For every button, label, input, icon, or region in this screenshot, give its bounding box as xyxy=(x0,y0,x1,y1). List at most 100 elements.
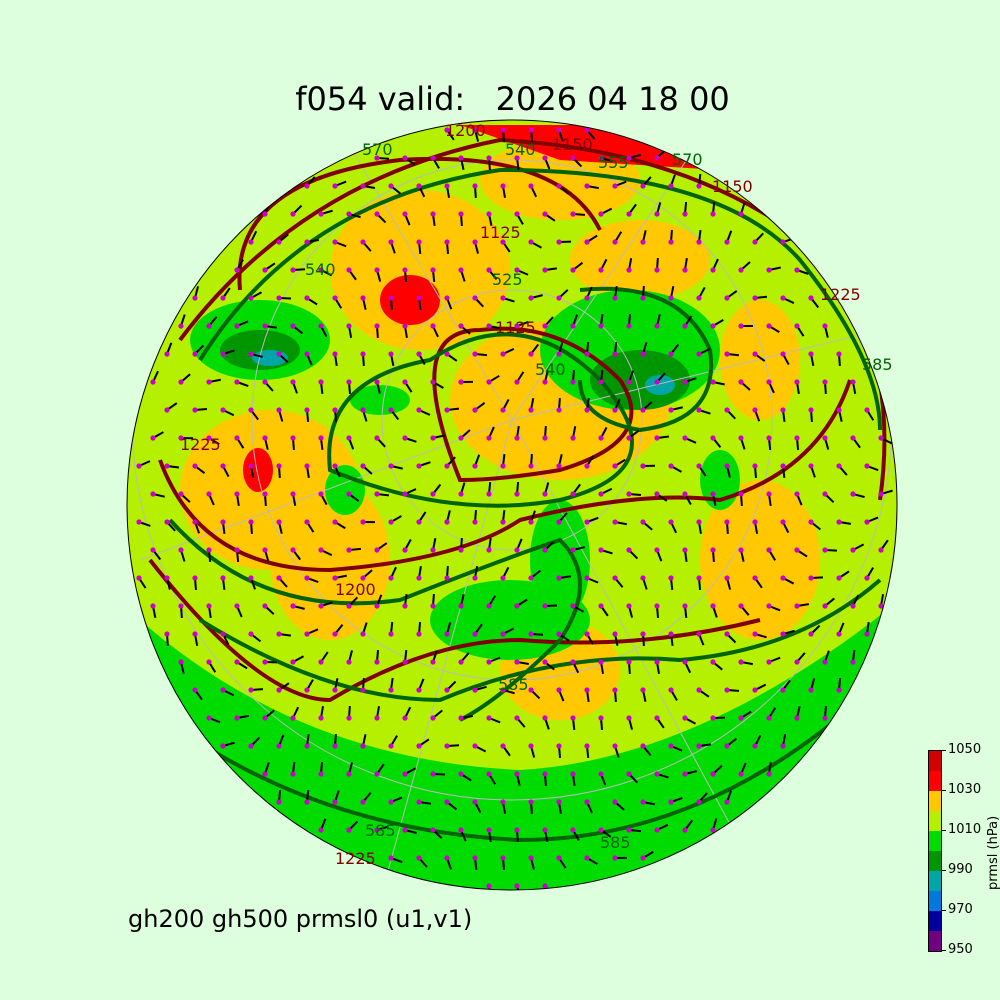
wind-vector-dot xyxy=(430,267,436,273)
wind-vector-dot xyxy=(626,211,632,217)
wind-vector-dot xyxy=(794,603,800,609)
wind-vector-dot xyxy=(640,519,646,525)
wind-vector-dot xyxy=(514,211,520,217)
wind-vector-dot xyxy=(346,659,352,665)
wind-vector-dot xyxy=(710,771,716,777)
wind-vector-dot xyxy=(486,211,492,217)
wind-vector-dot xyxy=(444,239,450,245)
wind-vector-dot xyxy=(542,603,548,609)
wind-vector-dot xyxy=(514,267,520,273)
wind-vector-dot xyxy=(388,855,394,861)
wind-vector-dot xyxy=(402,267,408,273)
wind-vectors xyxy=(136,127,893,890)
wind-vector-dot xyxy=(682,547,688,553)
wind-vector-dot xyxy=(598,659,604,665)
colorbar-tick: 1050 xyxy=(940,742,982,757)
wind-vector-dot xyxy=(150,603,156,609)
wind-vector-dot xyxy=(738,435,744,441)
wind-vector-dot xyxy=(542,827,548,833)
colorbar-bin xyxy=(929,751,941,771)
wind-vector-dot xyxy=(710,827,716,833)
wind-vector-dot xyxy=(388,295,394,301)
wind-vector-dot xyxy=(178,547,184,553)
wind-vector-dot xyxy=(346,379,352,385)
wind-vector-dot xyxy=(654,659,660,665)
wind-vector-dot xyxy=(262,267,268,273)
wind-vector-dot xyxy=(318,211,324,217)
wind-vector-dot xyxy=(248,631,254,637)
wind-vector-dot xyxy=(318,323,324,329)
wind-vector-dot xyxy=(738,547,744,553)
wind-vector-dot xyxy=(178,603,184,609)
wind-vector-dot xyxy=(290,267,296,273)
wind-vector-dot xyxy=(276,239,282,245)
wind-vector-dot xyxy=(472,855,478,861)
wind-vector-dot xyxy=(486,715,492,721)
wind-vector-dot xyxy=(836,351,842,357)
wind-vector-dot xyxy=(822,435,828,441)
wind-vector-dot xyxy=(178,323,184,329)
wind-vector-dot xyxy=(416,351,422,357)
wind-vector-dot xyxy=(766,715,772,721)
wind-vector-dot xyxy=(332,183,338,189)
wind-vector-dot xyxy=(738,659,744,665)
wind-vector-dot xyxy=(430,603,436,609)
wind-vector-dot xyxy=(836,575,842,581)
wind-vector-dot xyxy=(612,519,618,525)
wind-vector-dot xyxy=(178,435,184,441)
wind-vector-dot xyxy=(780,463,786,469)
wind-vector-dot xyxy=(486,771,492,777)
wind-vector-dot xyxy=(486,491,492,497)
wind-vector-dot xyxy=(500,855,506,861)
contour-label: 1200 xyxy=(335,580,376,599)
wind-vector-dot xyxy=(556,575,562,581)
wind-vector-dot xyxy=(752,687,758,693)
wind-vector-dot xyxy=(332,687,338,693)
wind-vector-dot xyxy=(346,603,352,609)
wind-vector-dot xyxy=(416,407,422,413)
wind-vector-dot xyxy=(514,715,520,721)
colorbar-bin xyxy=(929,831,941,851)
wind-vector-dot xyxy=(500,631,506,637)
wind-vector-dot xyxy=(332,407,338,413)
wind-vector-dot xyxy=(248,463,254,469)
wind-vector-dot xyxy=(262,379,268,385)
wind-vector-dot xyxy=(584,295,590,301)
wind-vector-dot xyxy=(570,267,576,273)
wind-vector-dot xyxy=(472,351,478,357)
wind-vector-dot xyxy=(430,323,436,329)
wind-vector-dot xyxy=(402,323,408,329)
wind-vector-dot xyxy=(192,407,198,413)
wind-vector-dot xyxy=(178,379,184,385)
wind-vector-dot xyxy=(654,771,660,777)
globe-outline xyxy=(126,119,898,891)
wind-vector-dot xyxy=(290,659,296,665)
wind-vector-dot xyxy=(696,407,702,413)
wind-vector-dot xyxy=(388,519,394,525)
wind-vector-dot xyxy=(346,211,352,217)
wind-vector-dot xyxy=(150,379,156,385)
wind-vector-dot xyxy=(528,239,534,245)
wind-vector-dot xyxy=(556,127,562,133)
wind-vector-dot xyxy=(612,687,618,693)
wind-vector-dot xyxy=(528,351,534,357)
wind-vector-dot xyxy=(486,659,492,665)
wind-vector-dot xyxy=(724,743,730,749)
wind-vector-dot xyxy=(794,659,800,665)
wind-vector-dot xyxy=(542,883,548,889)
wind-vector-dot xyxy=(752,519,758,525)
wind-vector-dot xyxy=(682,771,688,777)
wind-vector-dot xyxy=(542,715,548,721)
wind-vector-dot xyxy=(444,855,450,861)
wind-vector-dot xyxy=(332,351,338,357)
wind-vector-dot xyxy=(710,323,716,329)
wind-vector-dot xyxy=(514,659,520,665)
wind-vector-dot xyxy=(556,295,562,301)
wind-vector-dot xyxy=(682,435,688,441)
wind-vector-dot xyxy=(640,407,646,413)
wind-vector-dot xyxy=(346,435,352,441)
wind-vector-dot xyxy=(472,183,478,189)
wind-vector-dot xyxy=(542,379,548,385)
contour-labels: 570 540 555 570 525 540 540 585 585 585 … xyxy=(180,121,893,868)
wind-vector-dot xyxy=(402,211,408,217)
